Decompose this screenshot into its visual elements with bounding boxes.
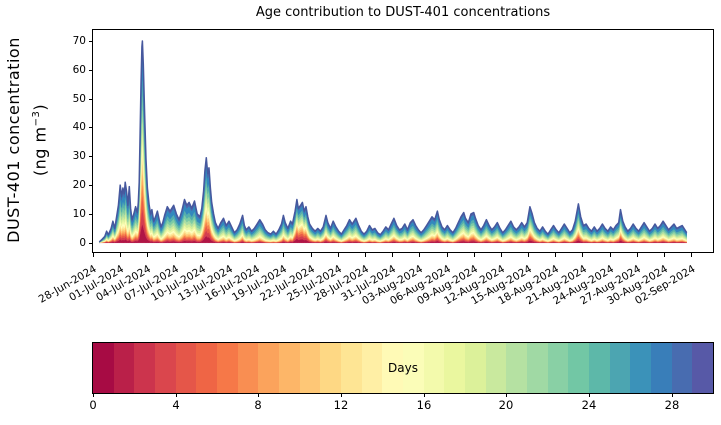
- colorbar-tick-mark: [258, 393, 259, 397]
- colorbar: Days: [92, 342, 714, 394]
- colorbar-segment: [527, 343, 548, 393]
- x-axis-tick-mark: [528, 253, 529, 257]
- stack-top-line: [98, 40, 688, 243]
- x-axis-tick-mark: [610, 253, 611, 257]
- colorbar-segment: [403, 343, 424, 393]
- y-axis-tick-label: 10: [72, 208, 86, 220]
- x-axis-tick-mark: [419, 253, 420, 257]
- colorbar-tick-mark: [93, 393, 94, 397]
- y-axis-tick-mark: [89, 99, 93, 100]
- x-axis-tick-mark: [93, 253, 94, 257]
- colorbar-tick-label: 28: [664, 398, 680, 412]
- y-axis-tick-label: 30: [72, 150, 86, 162]
- colorbar-axis: 0 4 8 12 16 20 24 28: [89, 393, 713, 417]
- colorbar-tick-label: 24: [581, 398, 597, 412]
- y-axis-tick-mark: [89, 156, 93, 157]
- colorbar-segment: [341, 343, 362, 393]
- colorbar-tick-label: 16: [416, 398, 432, 412]
- colorbar-segment: [134, 343, 156, 393]
- stacked-area-chart: [98, 40, 688, 244]
- colorbar-tick-mark: [176, 393, 177, 397]
- colorbar-segment: [237, 343, 259, 393]
- colorbar-segment: [651, 343, 672, 393]
- colorbar-tick-label: 4: [172, 398, 180, 412]
- x-axis-tick-mark: [392, 253, 393, 257]
- y-axis-tick-label: 0: [79, 237, 86, 249]
- colorbar-segment: [589, 343, 610, 393]
- x-axis-tick-mark: [147, 253, 148, 257]
- colorbar-tick-label: 8: [254, 398, 262, 412]
- x-axis-tick-mark: [365, 253, 366, 257]
- colorbar-segment: [444, 343, 466, 393]
- x-axis-tick-mark: [229, 253, 230, 257]
- y-axis-tick-mark: [89, 127, 93, 128]
- colorbar-segment: [423, 343, 445, 393]
- colorbar-segment: [609, 343, 631, 393]
- y-axis-tick-label: 60: [72, 64, 86, 76]
- y-axis-tick-mark: [89, 243, 93, 244]
- colorbar-segment: [299, 343, 321, 393]
- colorbar-segment: [217, 343, 238, 393]
- colorbar-segment: [506, 343, 528, 393]
- colorbar-segment: [485, 343, 507, 393]
- colorbar-segment: [671, 343, 693, 393]
- x-axis-tick-mark: [582, 253, 583, 257]
- stacked-area-band: [99, 77, 687, 243]
- y-axis-label-units: (ng m−3): [30, 103, 50, 177]
- y-axis-tick-label: 70: [72, 35, 86, 47]
- colorbar-segment: [568, 343, 590, 393]
- colorbar-segment: [547, 343, 569, 393]
- colorbar-segment: [630, 343, 652, 393]
- colorbar-tick-mark: [341, 393, 342, 397]
- y-axis-tick-label: 50: [72, 93, 86, 105]
- x-axis-tick-mark: [501, 253, 502, 257]
- colorbar-tick-label: 0: [89, 398, 97, 412]
- y-axis-tick-mark: [89, 185, 93, 186]
- colorbar-segment: [155, 343, 176, 393]
- x-axis-tick-mark: [256, 253, 257, 257]
- x-axis-tick-mark: [555, 253, 556, 257]
- colorbar-segment: [258, 343, 280, 393]
- y-axis-tick-mark: [89, 70, 93, 71]
- colorbar-tick-mark: [424, 393, 425, 397]
- colorbar-tick-mark: [506, 393, 507, 397]
- x-axis-tick-mark: [283, 253, 284, 257]
- x-axis-tick-mark: [637, 253, 638, 257]
- x-axis-tick-mark: [447, 253, 448, 257]
- colorbar-segment: [279, 343, 300, 393]
- colorbar-segment: [113, 343, 135, 393]
- y-axis-label-superscript: −3: [31, 110, 42, 127]
- stacked-area-band: [99, 52, 687, 243]
- x-axis-tick-mark: [311, 253, 312, 257]
- y-axis-label: DUST-401 concentration (ng m−3): [2, 0, 50, 290]
- y-axis-tick-mark: [89, 214, 93, 215]
- colorbar-segment: [175, 343, 197, 393]
- colorbar-segment: [361, 343, 383, 393]
- colorbar-segment: [320, 343, 342, 393]
- x-axis-tick-mark: [338, 253, 339, 257]
- colorbar-segment: [382, 343, 404, 393]
- plot-area: [92, 29, 714, 253]
- colorbar-tick-label: 20: [498, 398, 514, 412]
- x-axis-tick-mark: [691, 253, 692, 257]
- colorbar-tick-label: 12: [333, 398, 349, 412]
- colorbar-segment: [692, 343, 714, 393]
- x-axis-tick-mark: [120, 253, 121, 257]
- y-axis-tick-label: 20: [72, 179, 86, 191]
- colorbar-segment: [93, 343, 114, 393]
- x-axis-tick-mark: [474, 253, 475, 257]
- y-axis-label-line1: DUST-401 concentration: [4, 37, 23, 243]
- y-axis-tick-label: 40: [72, 121, 86, 133]
- colorbar-tick-mark: [672, 393, 673, 397]
- colorbar-tick-mark: [589, 393, 590, 397]
- x-axis-tick-mark: [202, 253, 203, 257]
- colorbar-segment: [196, 343, 218, 393]
- x-axis-tick-mark: [664, 253, 665, 257]
- chart-title: Age contribution to DUST-401 concentrati…: [255, 5, 551, 20]
- colorbar-segment: [465, 343, 486, 393]
- y-axis-tick-mark: [89, 41, 93, 42]
- x-axis-tick-mark: [175, 253, 176, 257]
